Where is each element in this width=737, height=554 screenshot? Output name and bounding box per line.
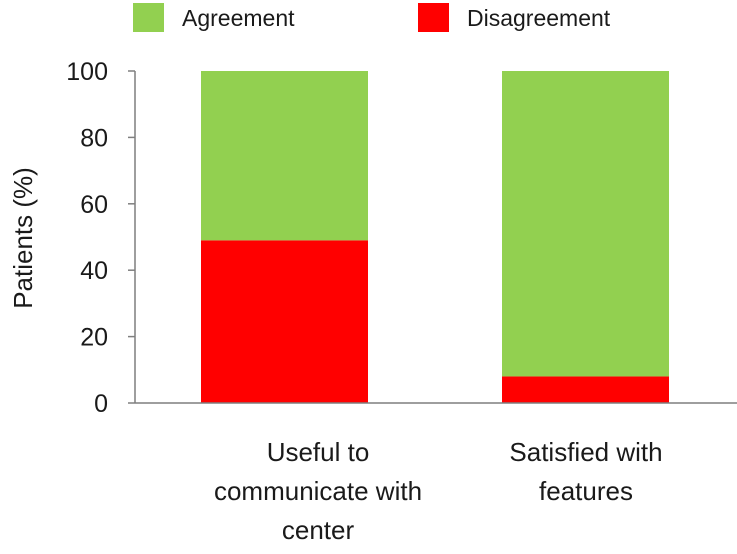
y-tick-label: 80: [80, 124, 108, 152]
category-label-0: Useful to communicate with center: [214, 437, 422, 545]
bar-disagreement-0: [201, 240, 368, 403]
legend: Agreement Disagreement: [133, 3, 611, 32]
legend-swatch-disagreement: [418, 3, 449, 32]
bars: [201, 71, 669, 403]
x-axis: Useful to communicate with center Satisfied…: [135, 402, 737, 545]
bar-agreement-1: [502, 71, 669, 377]
bar-disagreement-1: [502, 376, 669, 403]
legend-swatch-agreement: [133, 3, 164, 32]
y-tick-label: 20: [80, 324, 108, 352]
category-label-1: Satisfied with features: [509, 437, 662, 506]
y-tick-label: 40: [80, 257, 108, 285]
y-axis-label: Patients (%): [8, 167, 38, 309]
y-tick-label: 0: [94, 390, 108, 418]
legend-label-agreement: Agreement: [182, 5, 295, 31]
y-axis: 0 20 40 60 80 100: [66, 58, 136, 418]
bar-agreement-0: [201, 71, 368, 241]
legend-label-disagreement: Disagreement: [467, 5, 611, 31]
y-tick-label: 60: [80, 191, 108, 219]
y-tick-label: 100: [66, 58, 108, 86]
